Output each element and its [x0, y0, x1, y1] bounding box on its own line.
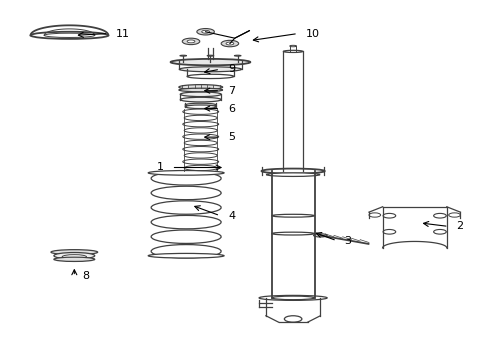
Ellipse shape [180, 92, 221, 96]
Ellipse shape [180, 55, 186, 56]
Ellipse shape [180, 97, 221, 102]
Ellipse shape [54, 257, 95, 261]
Ellipse shape [179, 88, 222, 92]
Text: 3: 3 [344, 236, 351, 246]
Circle shape [221, 40, 238, 47]
Ellipse shape [62, 255, 86, 259]
Ellipse shape [259, 296, 326, 300]
Ellipse shape [179, 67, 241, 72]
Ellipse shape [271, 296, 314, 300]
Circle shape [201, 30, 209, 33]
Text: 4: 4 [227, 211, 235, 221]
Ellipse shape [187, 74, 233, 78]
Ellipse shape [266, 173, 319, 176]
Ellipse shape [185, 105, 216, 109]
Ellipse shape [179, 85, 222, 90]
Text: 11: 11 [116, 28, 130, 39]
Circle shape [197, 28, 214, 35]
Ellipse shape [271, 214, 314, 217]
Circle shape [182, 38, 200, 45]
Ellipse shape [261, 168, 324, 174]
Text: 9: 9 [227, 64, 235, 74]
Text: 5: 5 [227, 132, 235, 142]
Text: 7: 7 [227, 86, 235, 96]
Text: 1: 1 [157, 162, 163, 172]
Ellipse shape [283, 50, 302, 53]
Ellipse shape [51, 249, 98, 255]
Text: 2: 2 [456, 221, 463, 231]
Ellipse shape [185, 103, 216, 107]
Circle shape [187, 40, 195, 43]
Text: 6: 6 [227, 104, 235, 113]
Text: 10: 10 [305, 28, 319, 39]
Ellipse shape [30, 32, 108, 39]
Circle shape [225, 42, 233, 45]
Ellipse shape [148, 171, 224, 175]
Ellipse shape [271, 232, 314, 235]
Ellipse shape [206, 55, 213, 56]
Ellipse shape [313, 234, 326, 237]
Ellipse shape [170, 59, 250, 65]
Ellipse shape [148, 253, 224, 258]
Ellipse shape [54, 252, 95, 259]
Ellipse shape [234, 55, 241, 56]
Text: 8: 8 [82, 271, 89, 282]
Ellipse shape [289, 45, 296, 47]
